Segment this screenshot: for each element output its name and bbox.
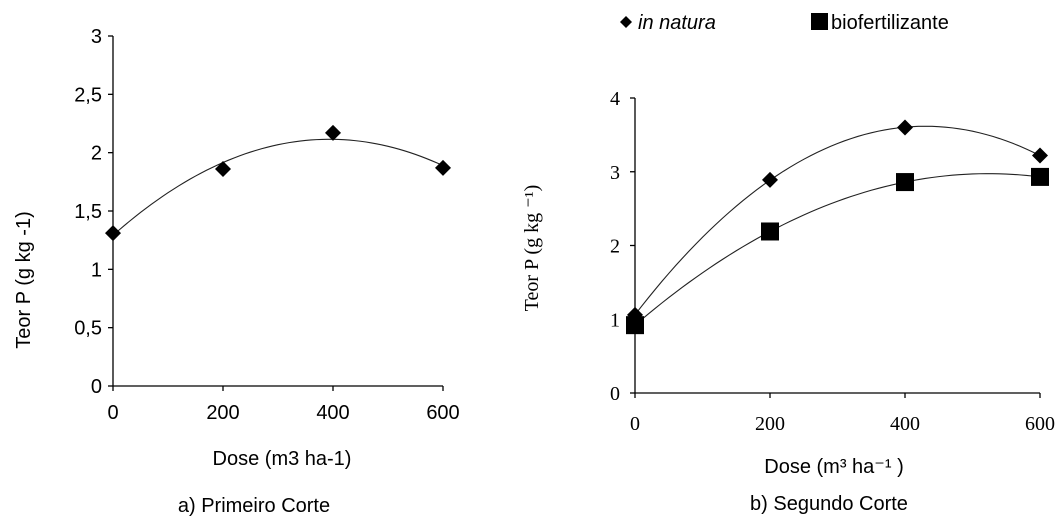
chart-b-trendline-biofertilizante [634,173,1041,326]
legend-square-marker [811,13,828,30]
y-tick-label: 1 [610,309,620,331]
legend-item-in-natura: in natura [620,12,716,34]
data-point-diamond [897,119,913,136]
chart-a-trendline [112,138,444,236]
x-tick-label: 600 [426,402,459,424]
y-tick-label: 3 [91,26,102,48]
legend-label-in-natura: in natura [638,12,716,34]
legend-diamond-marker [620,16,632,28]
data-point-diamond [1032,147,1048,164]
y-tick-label: 2 [91,143,102,165]
data-point-diamond [435,159,451,176]
chart-b-trendline-in-natura [634,125,1041,316]
chart-b-y-axis-label: Teor P (g kg ⁻¹) [521,185,543,312]
y-tick-label: 3 [610,162,620,184]
chart-a-x-axis-label: Dose (m3 ha-1) [213,448,352,470]
chart-b-legend: in natura biofertilizante [620,12,949,34]
y-tick-label: 1,5 [74,201,102,223]
x-tick-label: 0 [107,402,118,424]
data-point-square [626,316,644,335]
data-point-square [761,222,779,241]
y-tick-label: 2,5 [74,84,102,106]
y-tick-label: 4 [610,88,620,110]
x-tick-label: 200 [755,413,785,435]
x-tick-label: 400 [890,413,920,435]
x-tick-label: 600 [1025,413,1055,435]
x-tick-label: 200 [206,402,239,424]
chart-a-y-tick-labels: 0 0,5 1 1,5 2 2,5 3 [74,26,102,398]
chart-b-tick-marks [630,97,1041,398]
data-point-diamond [325,124,341,141]
y-tick-label: 0 [91,376,102,398]
chart-b-caption: b) Segundo Corte [750,493,908,515]
y-tick-label: 0,5 [74,318,102,340]
chart-a-y-axis-label: Teor P (g kg -1) [13,211,35,348]
chart-b-x-axis-label: Dose (m³ ha⁻¹ ) [764,456,903,478]
chart-a-points [105,124,451,242]
chart-a-tick-marks [108,35,444,391]
data-point-square [1031,167,1049,186]
chart-b: in natura biofertilizante 0 1 2 3 4 0 200 400 6… [521,12,1055,515]
chart-b-points [626,119,1049,335]
data-point-diamond [215,161,231,177]
chart-b-x-tick-labels: 0 200 400 600 [630,413,1055,435]
x-tick-label: 400 [316,402,349,424]
legend-label-biofertilizante: biofertilizante [831,12,949,34]
x-tick-label: 0 [630,413,640,435]
data-point-square [896,173,914,192]
chart-a-x-tick-labels: 0 200 400 600 [107,402,459,424]
y-tick-label: 0 [610,383,620,405]
chart-a: 0 0,5 1 1,5 2 2,5 3 0 200 400 600 Teor P (g kg -1… [13,26,460,517]
y-tick-label: 2 [610,236,620,258]
data-point-diamond [105,225,121,242]
data-point-diamond [762,171,778,188]
y-tick-label: 1 [91,259,102,281]
legend-item-biofertilizante: biofertilizante [811,12,949,34]
chart-a-caption: a) Primeiro Corte [178,495,330,517]
chart-b-y-tick-labels: 0 1 2 3 4 [610,88,620,405]
